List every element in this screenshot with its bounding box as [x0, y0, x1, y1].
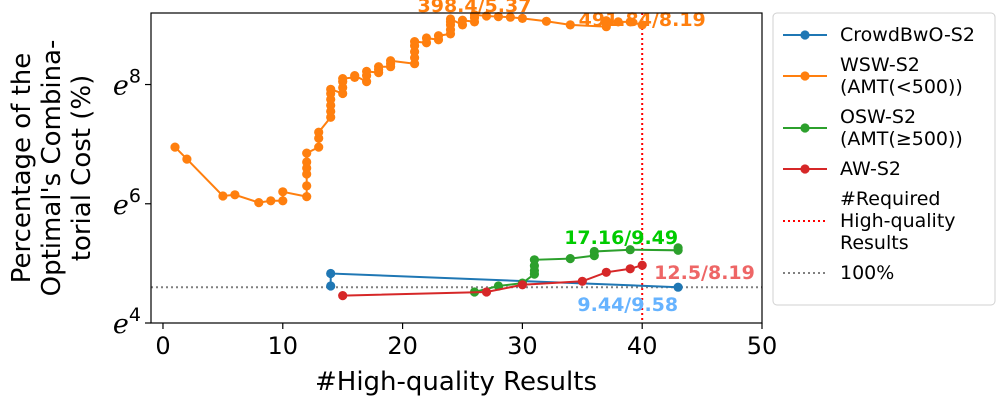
data-point	[326, 281, 336, 291]
x-tick-label: 10	[268, 332, 299, 360]
data-point	[673, 282, 683, 292]
legend-label: (AMT(<500))	[840, 76, 963, 98]
data-point	[302, 181, 312, 191]
data-point	[565, 254, 575, 264]
plot-frame	[150, 12, 763, 324]
data-point	[481, 287, 492, 297]
data-point	[230, 190, 240, 200]
data-point	[625, 245, 635, 255]
data-point	[278, 187, 288, 197]
legend-label: (AMT(≥500))	[840, 128, 963, 150]
data-point	[637, 20, 647, 30]
y-tick-label: e4	[113, 304, 141, 340]
data-point	[565, 20, 575, 30]
data-point	[338, 74, 348, 84]
x-tick-label: 20	[387, 332, 418, 360]
data-point	[218, 191, 228, 201]
y-tick-label: e8	[113, 66, 141, 102]
data-point	[302, 192, 312, 202]
y-tick-label: e6	[113, 185, 141, 221]
plot-marks: 398.4/5.37 491.84/8.19 17.16/9.49 12.5/8.19…	[151, 0, 762, 323]
data-point	[613, 17, 623, 27]
data-point	[326, 84, 336, 94]
data-point	[481, 11, 492, 21]
data-annotation: 398.4/5.37	[418, 0, 532, 17]
legend-label: WSW-S2	[840, 54, 920, 76]
legend-label: Results	[840, 232, 909, 254]
data-point	[278, 196, 288, 206]
legend-label: 100%	[840, 262, 894, 284]
x-axis-title: #High-quality Results	[315, 367, 597, 397]
legend-entry-5: 100%	[783, 262, 894, 284]
data-annotation: 491.84/8.19	[579, 9, 706, 31]
data-point	[421, 33, 432, 43]
data-point	[673, 243, 683, 253]
y-axis-title: Percentage of theOptimal's Combina-toria…	[7, 40, 97, 297]
data-annotation: 17.16/9.49	[564, 227, 678, 249]
x-tick-label: 40	[627, 332, 658, 360]
svg-text:Percentage of theOptimal's Com: Percentage of theOptimal's Combina-toria…	[7, 40, 97, 297]
legend-label: CrowdBwO-S2	[840, 24, 975, 46]
legend-box	[772, 12, 996, 306]
data-point	[625, 264, 635, 274]
data-point	[374, 62, 384, 72]
legend-label: AW-S2	[840, 158, 901, 180]
data-point	[350, 71, 360, 81]
data-point	[314, 142, 324, 152]
data-point	[457, 15, 468, 25]
data-point	[326, 268, 336, 279]
data-point	[302, 157, 312, 167]
data-point	[517, 13, 528, 23]
legend-swatch-marker	[800, 123, 810, 133]
data-point	[445, 14, 456, 24]
data-point	[266, 196, 276, 206]
data-annotation: 12.5/8.19	[654, 262, 755, 284]
legend-swatch-marker	[800, 71, 810, 81]
data-point	[314, 127, 324, 137]
legend-entry-1: WSW-S2(AMT(<500))	[783, 54, 963, 98]
axes: 0 10 20 30 40 50 e4 e6 e8	[113, 12, 778, 360]
data-point	[505, 12, 515, 22]
legend-swatch-marker	[800, 30, 810, 40]
legend-entry-2: OSW-S2(AMT(≥500))	[783, 106, 963, 150]
x-tick-label: 0	[155, 332, 170, 360]
data-point	[541, 16, 552, 26]
data-point	[517, 280, 528, 290]
data-point	[493, 12, 503, 22]
data-point	[338, 291, 348, 301]
data-point	[577, 276, 587, 286]
data-point	[386, 56, 396, 66]
data-point	[625, 17, 635, 27]
data-point	[529, 255, 540, 265]
data-point	[433, 31, 444, 41]
data-point	[589, 246, 599, 257]
data-point	[182, 154, 192, 164]
data-annotation: 9.44/9.58	[577, 294, 678, 316]
legend-label: #Required	[840, 188, 940, 210]
data-point	[601, 267, 611, 277]
series-line	[174, 13, 643, 204]
legend-swatch-marker	[800, 164, 810, 174]
data-point	[302, 148, 312, 158]
data-point	[362, 66, 372, 76]
legend-label: High-quality	[840, 210, 956, 232]
series-3	[338, 260, 647, 301]
data-point	[170, 142, 180, 152]
x-tick-label: 50	[747, 332, 778, 360]
legend-entry-3: AW-S2	[783, 158, 901, 180]
x-tick-label: 30	[507, 332, 538, 360]
data-point	[637, 260, 647, 270]
data-point	[601, 16, 611, 26]
series-1	[170, 10, 647, 208]
legend-entry-0: CrowdBwO-S2	[783, 24, 975, 46]
data-point	[410, 37, 420, 47]
legend: CrowdBwO-S2 WSW-S2(AMT(<500)) OSW-S2(AMT(≥…	[772, 12, 996, 306]
data-point	[254, 198, 264, 208]
legend-label: OSW-S2	[840, 106, 916, 128]
